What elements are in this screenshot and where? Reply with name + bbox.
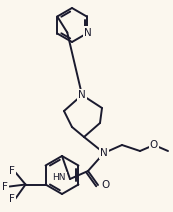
Text: F: F (9, 194, 15, 205)
Text: N: N (100, 148, 108, 158)
Text: HN: HN (52, 173, 66, 181)
Text: N: N (84, 28, 92, 38)
Text: F: F (2, 181, 7, 191)
Text: N: N (78, 90, 86, 100)
Text: O: O (150, 140, 158, 150)
Text: O: O (102, 180, 110, 190)
Text: F: F (9, 166, 15, 177)
